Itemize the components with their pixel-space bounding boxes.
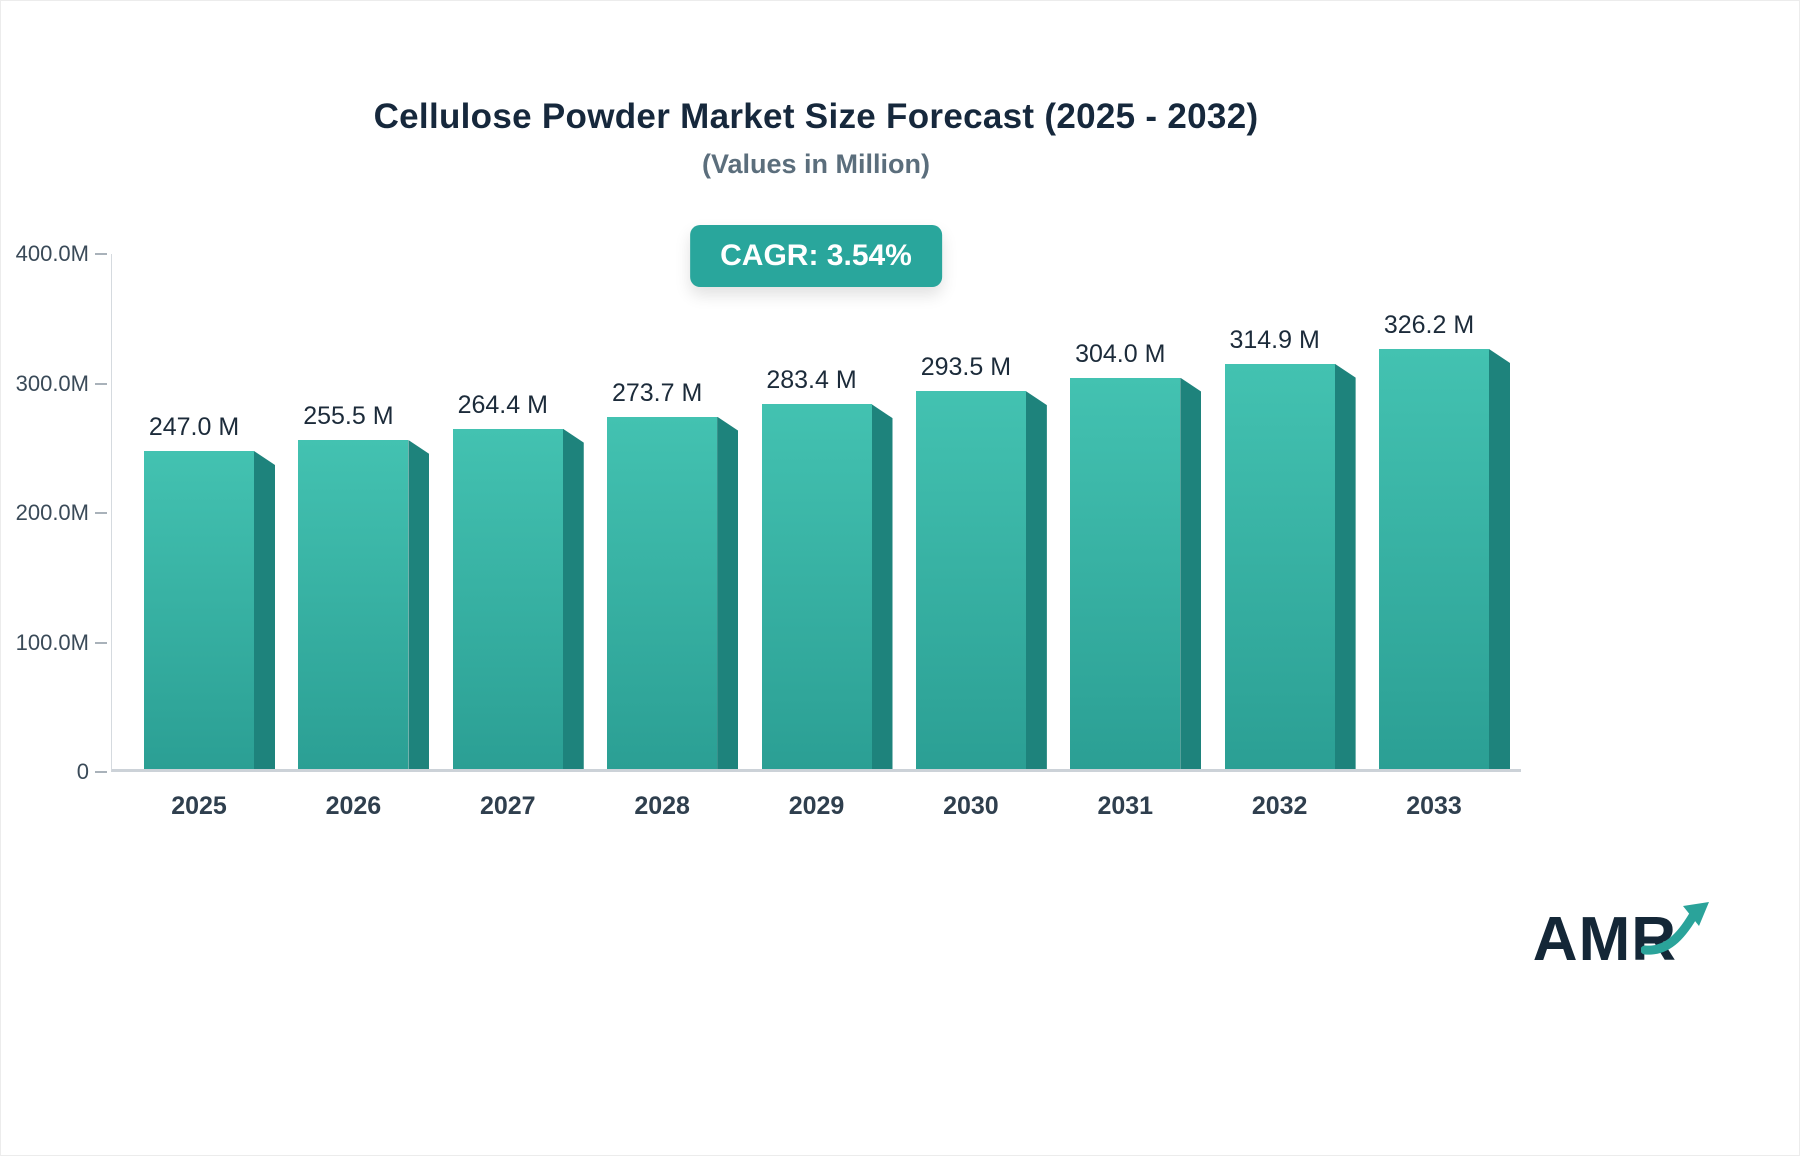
chart-title: Cellulose Powder Market Size Forecast (2…	[373, 97, 1259, 136]
bar	[1224, 363, 1356, 769]
bar-value-label: 326.2 M	[1383, 311, 1475, 340]
plot-area: 247.0 M 2025 255.5 M 2026 264.4 M 2027 273.7 M…	[111, 254, 1521, 820]
bar	[607, 416, 739, 769]
x-axis-label: 2033	[1406, 792, 1462, 820]
bar	[144, 451, 275, 769]
x-axis-label: 2025	[171, 792, 227, 820]
x-axis-label: 2030	[943, 792, 999, 820]
bar-side-face	[1489, 349, 1510, 769]
y-tick-label: 100.0M	[15, 629, 89, 655]
bar-value-label: 273.7 M	[611, 378, 703, 407]
bar-value-label: 304.0 M	[1075, 339, 1166, 368]
chart-subtitle: (Values in Million)	[701, 149, 931, 179]
bar	[1379, 349, 1510, 769]
x-axis-label: 2032	[1251, 792, 1308, 820]
x-axis-label: 2027	[479, 792, 536, 820]
bar-group: 326.2 M 2033	[1369, 254, 1510, 820]
y-axis: 400.0M 300.0M 200.0M 100.0M 0	[1, 241, 111, 784]
logo: AMR	[1532, 901, 1719, 975]
y-tick-mark	[95, 771, 107, 773]
logo-text: AMR	[1532, 905, 1677, 974]
x-axis-label: 2026	[325, 792, 382, 820]
logo-arrow-icon	[1641, 901, 1709, 955]
bar-value-label: 255.5 M	[303, 402, 394, 431]
bar	[452, 428, 584, 769]
y-tick-label: 0	[76, 759, 89, 784]
bar-side-face	[1025, 391, 1047, 769]
cagr-badge: CAGR: 3.54%	[690, 225, 942, 287]
bar-group: 293.5 M 2030	[906, 254, 1047, 820]
bar-value-label: 314.9 M	[1229, 325, 1320, 354]
bar-side-face	[1334, 363, 1356, 769]
bar	[761, 404, 893, 769]
bar-value-label: 283.4 M	[766, 366, 857, 395]
bar-value-label: 247.0 M	[148, 413, 240, 441]
y-tick-label: 300.0M	[15, 370, 89, 396]
bar-side-face	[408, 440, 430, 769]
bar-side-face	[1180, 377, 1202, 769]
bar-value-label: 264.4 M	[457, 390, 548, 419]
bar-group: 255.5 M 2026	[288, 254, 430, 820]
bar-group: 283.4 M 2029	[752, 254, 893, 820]
y-tick-label: 200.0M	[15, 500, 89, 525]
bar-group: 264.4 M 2027	[443, 254, 584, 820]
bar-side-face	[717, 416, 739, 769]
x-axis-label: 2031	[1097, 792, 1154, 820]
y-tick-mark	[95, 512, 107, 514]
bar	[298, 440, 430, 769]
bar-group: 304.0 M 2031	[1060, 254, 1202, 820]
bar	[915, 391, 1047, 769]
bar-side-face	[871, 404, 893, 769]
bar-group: 314.9 M 2032	[1215, 254, 1356, 820]
x-axis-label: 2028	[634, 792, 690, 820]
bar-group: 273.7 M 2028	[597, 254, 739, 820]
y-tick-mark	[95, 641, 107, 644]
bars: 247.0 M 2025 255.5 M 2026 264.4 M 2027 273.7 M…	[112, 254, 1521, 820]
bar	[1070, 377, 1202, 769]
bar-side-face	[562, 428, 584, 769]
bar-side-face	[254, 451, 275, 769]
y-tick-label: 400.0M	[15, 241, 89, 266]
bar-group: 247.0 M 2025	[134, 254, 275, 820]
bar-value-label: 293.5 M	[920, 353, 1012, 382]
y-tick-mark	[95, 382, 107, 385]
x-axis-label: 2029	[788, 792, 845, 820]
y-tick-mark	[95, 253, 107, 255]
